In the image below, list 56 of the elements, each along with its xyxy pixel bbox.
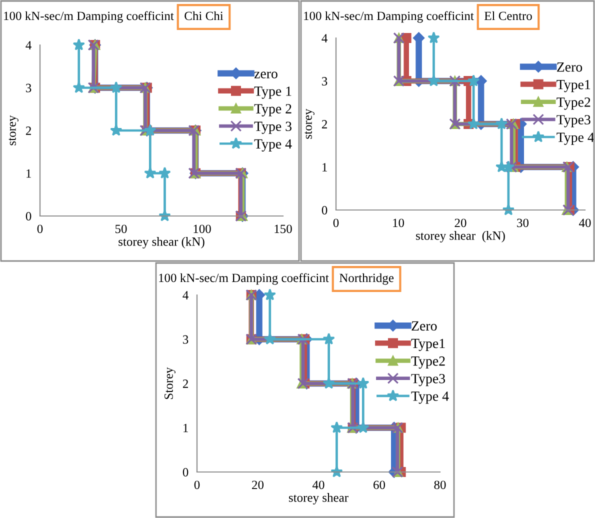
chart-subtitle: Northridge <box>339 273 394 285</box>
legend-label: Zero <box>557 62 582 72</box>
y-tick-label: 1 <box>184 424 188 432</box>
y-tick-label: 0 <box>26 212 32 220</box>
x-tick-label: 10 <box>393 218 404 228</box>
x-tick-label: 60 <box>374 480 386 490</box>
legend-label: Type3 <box>411 374 446 386</box>
y-tick-label: 3 <box>26 84 32 92</box>
y-tick-label: 2 <box>26 126 31 135</box>
y-tick-label: 1 <box>322 163 327 172</box>
legend-label: Type 3 <box>254 122 292 134</box>
y-tick-label: 4 <box>26 41 32 50</box>
x-axis-title: storey shear (kN) <box>416 231 505 242</box>
chart-subtitle: Chi Chi <box>184 11 224 20</box>
y-tick-label: 0 <box>182 468 188 476</box>
y-axis-title: storey <box>8 115 18 146</box>
x-tick-label: 0 <box>37 224 43 234</box>
y-tick-label: 3 <box>183 335 188 344</box>
legend-label: Zero <box>412 321 437 331</box>
legend-label: Type1 <box>556 80 590 92</box>
x-tick-label: 40 <box>312 480 324 490</box>
y-tick-label: 4 <box>182 291 188 300</box>
x-tick-label: 0 <box>194 480 200 490</box>
x-tick-label: 40 <box>578 218 591 228</box>
legend-label: zero <box>254 72 278 78</box>
x-tick-label: 20 <box>252 480 264 490</box>
y-tick-label: 1 <box>26 169 31 178</box>
x-tick-label: 150 <box>274 224 292 234</box>
y-tick-label: 2 <box>322 120 327 128</box>
legend-label: Type 2 <box>254 104 292 116</box>
x-tick-label: 100 <box>194 224 211 234</box>
x-axis-title: storey shear (kN) <box>118 237 204 248</box>
y-tick-label: 0 <box>322 206 328 214</box>
x-tick-label: 80 <box>434 480 446 490</box>
legend-label: Type2 <box>411 356 445 369</box>
y-tick-label: 4 <box>322 34 328 42</box>
chart-title: 100 kN-sec/m Damping coefficint <box>4 11 174 23</box>
x-tick-label: 50 <box>115 224 127 234</box>
legend-label: Type2 <box>556 98 590 110</box>
legend-label: Type 4 <box>556 132 594 145</box>
x-tick-label: 30 <box>517 218 529 228</box>
x-tick-label: 0 <box>333 218 339 228</box>
legend-label: Type 4 <box>411 392 449 404</box>
legend-label: Type 1 <box>254 86 292 99</box>
legend-label: Type 4 <box>254 139 292 152</box>
legend-label: Type1 <box>411 338 445 352</box>
y-tick-label: 2 <box>182 380 188 388</box>
y-axis-title: Storey <box>164 367 176 399</box>
legend-label: Type3 <box>556 115 590 128</box>
y-tick-label: 3 <box>322 77 328 86</box>
chart-title: 100 kN-sec/m Damping coefficint <box>304 11 474 23</box>
x-axis-title: storey shear <box>288 493 348 504</box>
chart-subtitle: El Centro <box>484 11 532 20</box>
x-tick-label: 20 <box>454 218 466 228</box>
y-axis-title: storey <box>304 108 314 139</box>
chart-title: 100 kN-sec/m Damping coefficint <box>159 273 329 285</box>
